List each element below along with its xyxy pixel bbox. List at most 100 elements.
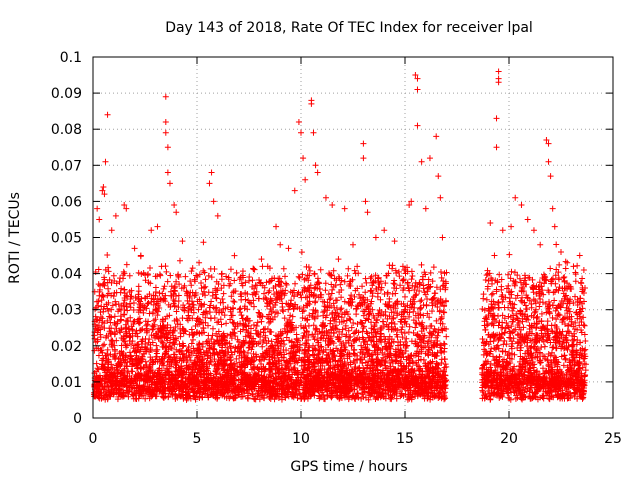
- background-point: [517, 279, 524, 286]
- background-point: [538, 344, 545, 351]
- background-point: [227, 266, 234, 273]
- background-point: [540, 365, 547, 372]
- background-point: [359, 320, 366, 327]
- background-point: [218, 321, 225, 328]
- background-point: [188, 268, 195, 275]
- background-point: [361, 354, 368, 361]
- background-point: [294, 291, 301, 298]
- background-point: [433, 284, 440, 291]
- background-point: [108, 306, 115, 313]
- background-point: [185, 312, 192, 319]
- background-point: [436, 307, 443, 314]
- data-points: [91, 68, 589, 403]
- background-point: [430, 264, 437, 271]
- background-point: [304, 299, 311, 306]
- background-point: [553, 241, 560, 248]
- background-point: [400, 354, 407, 361]
- background-point: [289, 313, 296, 320]
- background-point: [489, 304, 496, 311]
- background-point: [380, 323, 387, 330]
- background-point: [252, 327, 259, 334]
- background-point: [362, 317, 369, 324]
- background-point: [230, 298, 237, 305]
- background-point: [356, 364, 363, 371]
- background-point: [322, 287, 329, 294]
- background-point: [516, 275, 523, 282]
- background-point: [208, 298, 215, 305]
- background-point: [399, 324, 406, 331]
- background-point: [350, 319, 357, 326]
- background-point: [558, 353, 565, 360]
- background-point: [524, 343, 531, 350]
- background-point: [359, 360, 366, 367]
- background-point: [231, 252, 238, 259]
- background-point: [219, 295, 226, 302]
- background-point: [305, 322, 312, 329]
- background-point: [95, 366, 102, 373]
- background-point: [488, 291, 495, 298]
- background-point: [420, 282, 427, 289]
- background-point: [578, 329, 585, 336]
- background-point: [189, 265, 196, 272]
- background-point: [482, 277, 489, 284]
- background-point: [322, 303, 329, 310]
- background-point: [534, 313, 541, 320]
- background-point: [572, 278, 579, 285]
- background-point: [200, 267, 207, 274]
- background-point: [582, 367, 589, 374]
- background-point: [230, 289, 237, 296]
- background-point: [560, 362, 567, 369]
- background-point: [272, 370, 279, 377]
- background-point: [348, 324, 355, 331]
- background-point: [305, 264, 312, 271]
- background-point: [202, 276, 209, 283]
- background-point: [479, 336, 486, 343]
- background-point: [278, 396, 285, 403]
- background-point: [319, 349, 326, 356]
- background-point: [99, 342, 106, 349]
- background-point: [401, 303, 408, 310]
- background-point: [547, 265, 554, 272]
- background-point: [314, 313, 321, 320]
- background-point: [251, 266, 258, 273]
- background-point: [246, 317, 253, 324]
- background-point: [208, 274, 215, 281]
- background-point: [484, 283, 491, 290]
- background-point: [188, 282, 195, 289]
- background-point: [343, 317, 350, 324]
- background-point: [163, 268, 170, 275]
- background-point: [175, 274, 182, 281]
- background-point: [134, 341, 141, 348]
- background-point: [498, 286, 505, 293]
- background-point: [507, 275, 514, 282]
- background-point: [184, 289, 191, 296]
- background-point: [231, 299, 238, 306]
- background-point: [280, 265, 287, 272]
- background-point: [110, 272, 117, 279]
- background-point: [479, 305, 486, 312]
- background-point: [580, 289, 587, 296]
- background-point: [287, 312, 294, 319]
- background-point: [321, 303, 328, 310]
- background-point: [132, 294, 139, 301]
- background-point: [249, 277, 256, 284]
- background-point: [581, 322, 588, 329]
- background-point: [231, 277, 238, 284]
- background-point: [253, 323, 260, 329]
- background-point: [581, 331, 588, 338]
- background-point: [233, 355, 240, 362]
- background-point: [242, 296, 249, 303]
- background-point: [299, 308, 306, 315]
- background-point: [179, 315, 186, 322]
- background-point: [416, 287, 423, 294]
- background-point: [406, 313, 413, 320]
- background-point: [304, 328, 311, 335]
- background-point: [153, 342, 160, 349]
- background-point: [249, 391, 256, 398]
- background-point: [537, 295, 544, 302]
- background-point: [112, 298, 119, 305]
- background-point: [220, 290, 227, 297]
- background-point: [244, 306, 251, 313]
